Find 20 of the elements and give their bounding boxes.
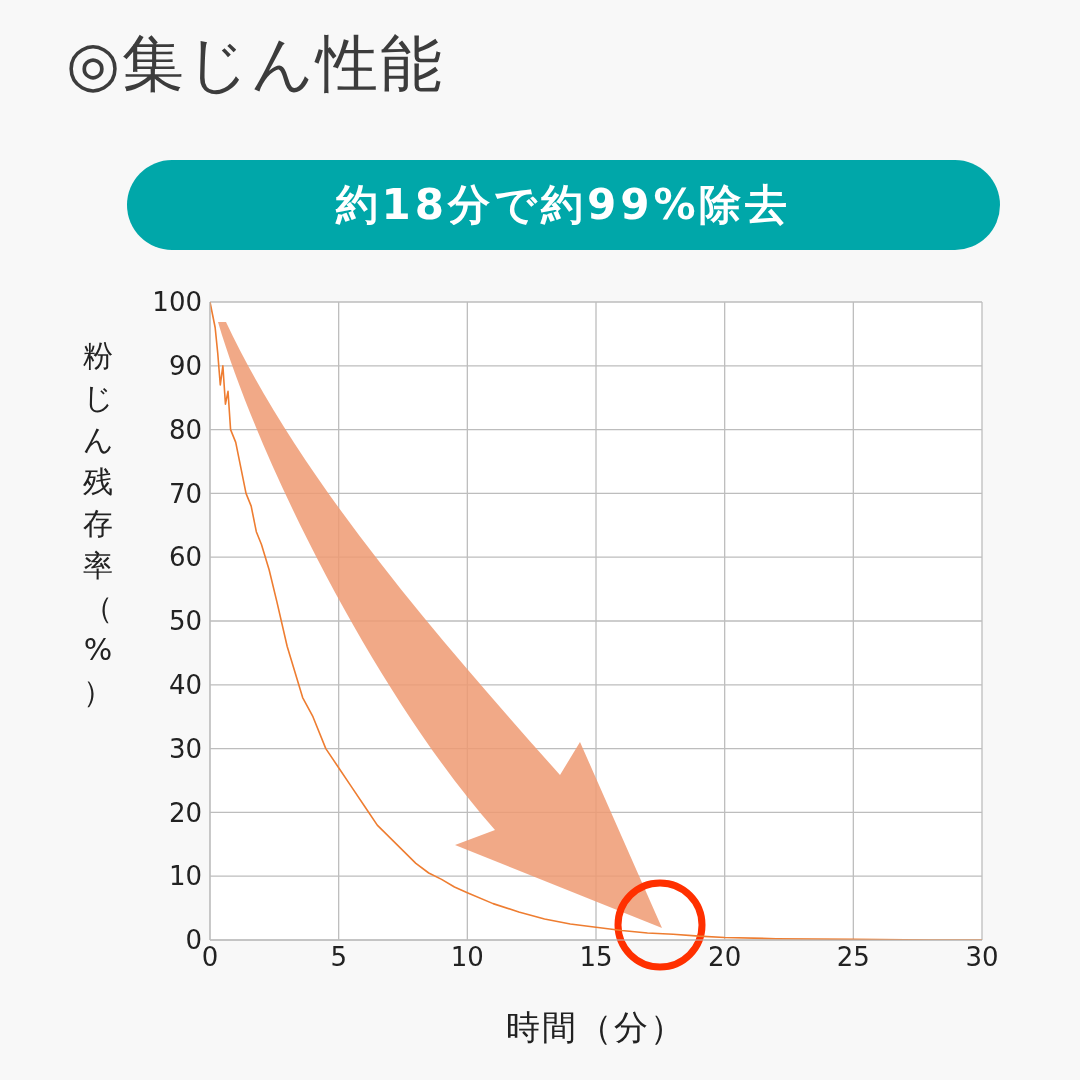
y-tick-label: 10 [168,861,202,892]
x-axis-title: 時間（分） [505,1006,687,1049]
x-tick-label: 20 [708,942,742,973]
y-tick-label: 80 [168,414,202,445]
y-tick-label: 50 [168,606,202,637]
chart-subtitle: 約18分で約99%除去 [127,160,1000,250]
y-tick-label: 60 [168,542,202,573]
x-tick-label: 30 [965,942,999,973]
x-tick-label: 15 [579,942,613,973]
y-tick-label: 30 [168,733,202,764]
x-tick-label: 10 [450,942,484,973]
x-tick-label: 5 [330,942,347,973]
y-tick-label: 20 [168,797,202,828]
chart-title: ◎集じん性能 [66,26,445,102]
y-tick-label: 70 [168,478,202,509]
y-tick-label: 40 [168,670,202,701]
text: 粉じん残存率（%） [82,338,114,709]
x-tick-label: 25 [836,942,870,973]
y-tick-label: 100 [152,287,202,318]
y-tick-label: 90 [168,351,202,382]
